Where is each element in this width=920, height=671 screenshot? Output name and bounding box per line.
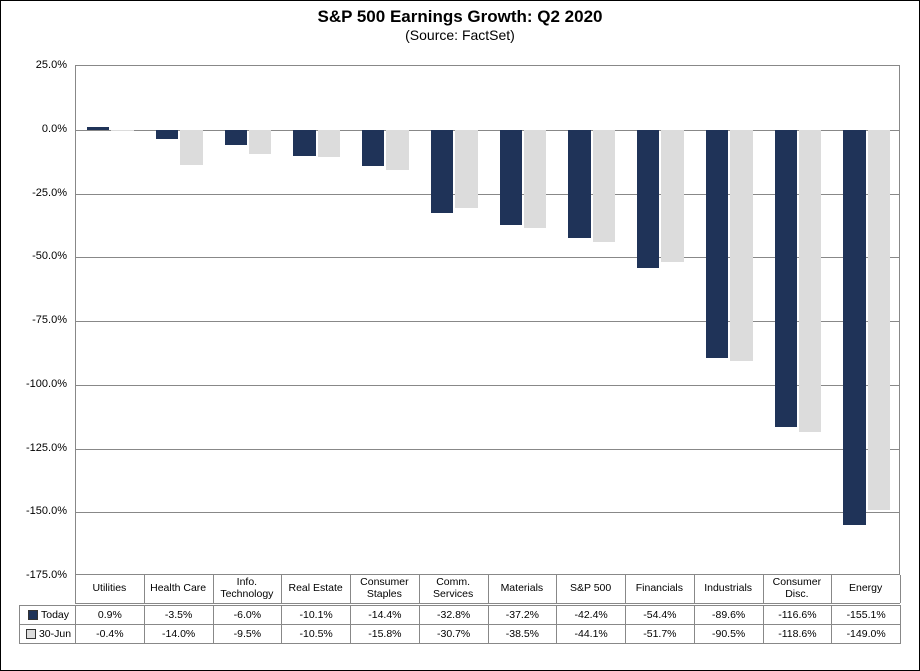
table-cell: -3.5%: [144, 606, 213, 625]
legend-label: 30-Jun: [39, 628, 71, 640]
bar-today: [843, 130, 865, 526]
bar-today: [706, 130, 728, 358]
table-cell: -118.6%: [763, 625, 832, 644]
table-row: Today 0.9%-3.5%-6.0%-10.1%-14.4%-32.8%-37…: [20, 606, 901, 625]
bar-30-jun: [455, 130, 477, 208]
table-cell: -10.1%: [282, 606, 351, 625]
bar-30-jun: [386, 130, 408, 170]
bar-30-jun: [593, 130, 615, 242]
y-tick-label: 0.0%: [7, 123, 67, 135]
table-cell: -10.5%: [282, 625, 351, 644]
y-tick-label: -100.0%: [7, 378, 67, 390]
table-cell: -90.5%: [694, 625, 763, 644]
plot-area: [75, 65, 900, 575]
x-label-row-border: [75, 603, 900, 604]
table-cell: -89.6%: [694, 606, 763, 625]
bar-today: [156, 130, 178, 139]
y-tick-label: -75.0%: [7, 314, 67, 326]
bar-30-jun: [249, 130, 271, 154]
table-cell: -14.4%: [351, 606, 420, 625]
table-cell: -30.7%: [419, 625, 488, 644]
legend-cell: 30-Jun: [20, 625, 76, 644]
table-cell: 0.9%: [76, 606, 145, 625]
table-cell: -149.0%: [832, 625, 901, 644]
table-cell: -15.8%: [351, 625, 420, 644]
x-tick-label: Real Estate: [281, 575, 350, 603]
bar-today: [775, 130, 797, 427]
legend-swatch: [28, 610, 38, 620]
bar-today: [362, 130, 384, 167]
legend-label: Today: [41, 609, 69, 621]
chart-frame: S&P 500 Earnings Growth: Q2 2020 (Source…: [0, 0, 920, 671]
bar-30-jun: [868, 130, 890, 510]
table-cell: -9.5%: [213, 625, 282, 644]
x-tick-label: Info. Technology: [213, 575, 282, 603]
x-tick-label: Consumer Staples: [350, 575, 419, 603]
bar-today: [637, 130, 659, 269]
x-tick-label: Industrials: [694, 575, 763, 603]
bar-30-jun: [730, 130, 752, 361]
x-separator: [900, 575, 901, 603]
bar-today: [87, 127, 109, 129]
y-tick-label: 25.0%: [7, 59, 67, 71]
legend-swatch: [26, 629, 36, 639]
x-tick-label: Consumer Disc.: [763, 575, 832, 603]
bar-today: [225, 130, 247, 145]
bar-today: [431, 130, 453, 214]
x-tick-label: Health Care: [144, 575, 213, 603]
table-cell: -51.7%: [626, 625, 695, 644]
bar-30-jun: [318, 130, 340, 157]
table-cell: -38.5%: [488, 625, 557, 644]
table-cell: -44.1%: [557, 625, 626, 644]
chart-subtitle: (Source: FactSet): [1, 27, 919, 43]
bar-30-jun: [111, 130, 133, 131]
gridline: [76, 512, 899, 513]
bar-30-jun: [180, 130, 202, 166]
x-tick-label: Utilities: [75, 575, 144, 603]
y-tick-label: -50.0%: [7, 250, 67, 262]
y-tick-label: -175.0%: [7, 569, 67, 581]
x-tick-label: S&P 500: [556, 575, 625, 603]
table-cell: -14.0%: [144, 625, 213, 644]
x-tick-label: Materials: [488, 575, 557, 603]
table-cell: -32.8%: [419, 606, 488, 625]
table-cell: -37.2%: [488, 606, 557, 625]
x-tick-label: Comm. Services: [419, 575, 488, 603]
bar-today: [293, 130, 315, 156]
bar-today: [500, 130, 522, 225]
table-cell: -0.4%: [76, 625, 145, 644]
table-cell: -116.6%: [763, 606, 832, 625]
table-cell: -42.4%: [557, 606, 626, 625]
bar-30-jun: [524, 130, 546, 228]
title-block: S&P 500 Earnings Growth: Q2 2020 (Source…: [1, 1, 919, 43]
bar-30-jun: [799, 130, 821, 432]
y-tick-label: -25.0%: [7, 187, 67, 199]
data-table: Today 0.9%-3.5%-6.0%-10.1%-14.4%-32.8%-37…: [19, 605, 901, 644]
legend-cell: Today: [20, 606, 76, 625]
table-cell: -6.0%: [213, 606, 282, 625]
table-cell: -54.4%: [626, 606, 695, 625]
table-row: 30-Jun -0.4%-14.0%-9.5%-10.5%-15.8%-30.7%…: [20, 625, 901, 644]
bar-today: [568, 130, 590, 238]
y-tick-label: -125.0%: [7, 442, 67, 454]
x-tick-label: Energy: [831, 575, 900, 603]
gridline: [76, 449, 899, 450]
table-cell: -155.1%: [832, 606, 901, 625]
y-tick-label: -150.0%: [7, 505, 67, 517]
chart-title: S&P 500 Earnings Growth: Q2 2020: [1, 7, 919, 27]
bar-30-jun: [661, 130, 683, 262]
x-tick-label: Financials: [625, 575, 694, 603]
